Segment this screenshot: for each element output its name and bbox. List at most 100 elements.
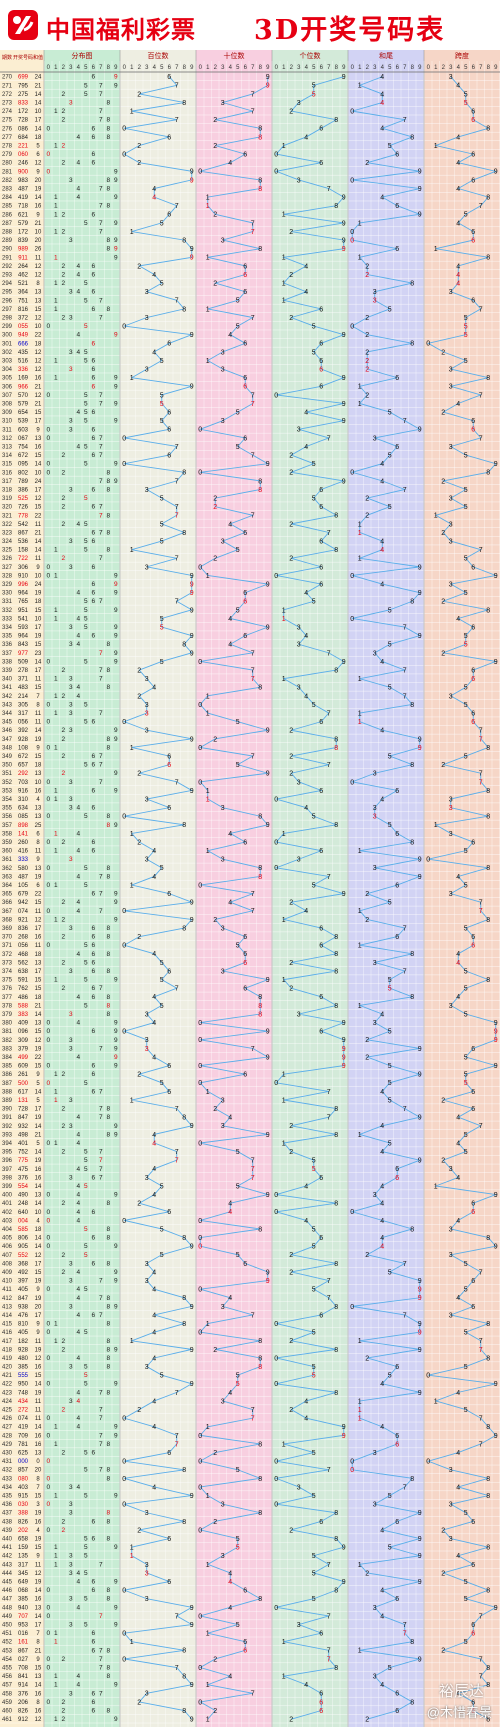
distribution-mark: 9 [114, 1381, 118, 1388]
distribution-mark: 8 [106, 968, 110, 975]
distribution-mark: 2 [61, 1518, 65, 1525]
trend-mark: 5 [388, 1063, 392, 1070]
distribution-mark: 3 [69, 1484, 73, 1491]
distribution-mark: 9 [114, 1303, 118, 1310]
number-label: 388 [18, 1511, 29, 1517]
distribution-mark: 5 [84, 297, 88, 304]
trend-mark: 6 [395, 934, 399, 941]
issue-label: 324 [2, 539, 13, 545]
number-label: 950 [18, 1382, 29, 1388]
distribution-mark: 4 [76, 1192, 80, 1199]
distribution-mark: 9 [114, 74, 118, 81]
number-label: 487 [18, 186, 29, 192]
trend-mark: 9 [190, 255, 194, 262]
trend-mark: 6 [243, 1588, 247, 1595]
number-label: 386 [18, 487, 29, 493]
distribution-mark: 6 [91, 925, 95, 932]
distribution-mark: 7 [99, 1088, 103, 1095]
trend-mark: 4 [380, 1183, 384, 1190]
distribution-mark: 7 [99, 1432, 103, 1439]
distribution-mark: 2 [61, 1200, 65, 1207]
trend-mark: 6 [471, 934, 475, 941]
trend-mark: 8 [182, 306, 186, 313]
number-label: 826 [18, 1519, 29, 1525]
issue-label: 299 [2, 324, 13, 330]
header-number: 开奖号码 [13, 54, 33, 61]
trend-mark: 7 [403, 1622, 407, 1629]
trend-mark: 5 [464, 332, 468, 339]
distribution-mark: 0 [46, 882, 50, 889]
trend-mark: 0 [122, 1459, 126, 1466]
trend-mark: 3 [449, 367, 453, 374]
trend-mark: 8 [334, 1665, 338, 1672]
number-label: 483 [18, 685, 29, 691]
distribution-mark: 6 [91, 504, 95, 511]
distribution-mark: 6 [91, 1260, 95, 1267]
trend-mark: 9 [418, 1536, 422, 1543]
distribution-mark: 6 [91, 1063, 95, 1070]
number-label: 911 [18, 255, 28, 261]
trend-mark: 9 [494, 1037, 498, 1044]
trend-mark: 4 [380, 1424, 384, 1431]
number-label: 392 [18, 728, 29, 734]
trend-mark: 8 [486, 607, 490, 614]
trend-mark: 5 [464, 642, 468, 649]
issue-label: 284 [2, 195, 13, 201]
distribution-mark: 5 [84, 1329, 88, 1336]
trend-mark: 4 [152, 1132, 156, 1139]
issue-label: 315 [2, 462, 13, 468]
sum-label: 20 [35, 1468, 42, 1474]
distribution-mark: 1 [54, 607, 58, 614]
sum-label: 11 [35, 1339, 42, 1345]
issue-label: 440 [2, 1537, 13, 1543]
trend-mark: 6 [471, 1089, 475, 1096]
sum-label: 19 [35, 1046, 42, 1052]
issue-label: 437 [2, 1511, 13, 1517]
number-label: 067 [18, 436, 29, 442]
trend-mark: 9 [190, 736, 194, 743]
trend-mark: 2 [365, 513, 369, 520]
sum-label: 19 [35, 634, 42, 640]
trend-mark: 0 [198, 1484, 202, 1491]
trend-mark: 4 [380, 1588, 384, 1595]
sum-label: 20 [35, 178, 42, 184]
trend-mark: 1 [358, 1407, 362, 1414]
header-section-4: 和尾 [379, 51, 393, 60]
trend-mark: 9 [266, 771, 270, 778]
trend-mark: 1 [130, 229, 134, 236]
issue-label: 340 [2, 677, 13, 683]
distribution-mark: 0 [46, 1028, 50, 1035]
trend-mark: 4 [228, 332, 232, 339]
trend-mark: 1 [358, 220, 362, 227]
trend-mark: 6 [319, 538, 323, 545]
issue-label: 445 [2, 1580, 13, 1586]
trend-mark: 5 [464, 1080, 468, 1087]
distribution-mark: 0 [46, 1192, 50, 1199]
trend-mark: 3 [221, 1398, 225, 1405]
sum-label: 11 [35, 556, 42, 562]
trend-mark: 5 [464, 1011, 468, 1018]
trend-mark: 6 [319, 384, 323, 391]
trend-mark: 9 [418, 745, 422, 752]
trend-mark: 5 [160, 977, 164, 984]
distribution-mark: 1 [54, 254, 58, 261]
number-label: 108 [18, 745, 29, 751]
sum-label: 13 [35, 290, 42, 296]
trend-mark: 6 [243, 590, 247, 597]
trend-mark: 7 [479, 1416, 483, 1423]
distribution-mark: 2 [61, 693, 65, 700]
issue-label: 438 [2, 1519, 13, 1525]
trend-mark: 9 [418, 857, 422, 864]
distribution-mark: 1 [54, 744, 58, 751]
distribution-mark: 8 [106, 1510, 110, 1517]
distribution-mark: 1 [54, 848, 58, 855]
distribution-mark: 4 [76, 908, 80, 915]
trend-mark: 8 [334, 203, 338, 210]
number-label: 728 [18, 1107, 29, 1113]
number-label: 490 [18, 1193, 29, 1199]
trend-mark: 1 [282, 1674, 286, 1681]
trend-mark: 4 [456, 272, 460, 279]
number-label: 765 [18, 599, 29, 605]
header-digit: 6 [92, 65, 96, 71]
